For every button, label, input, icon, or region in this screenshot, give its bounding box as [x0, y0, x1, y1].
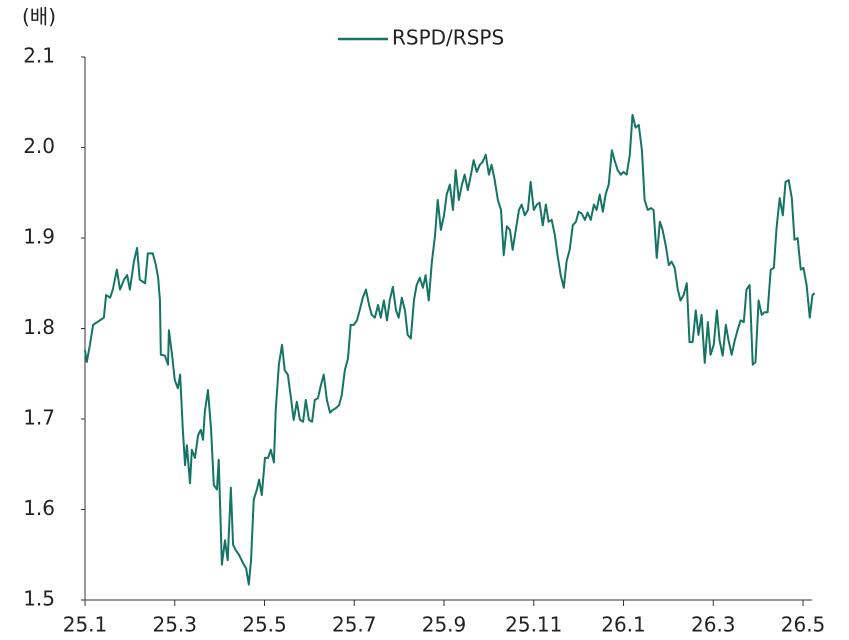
y-tick-label: 1.5: [23, 587, 55, 611]
x-tick-label: 25.1: [63, 613, 108, 637]
x-tick-label: 25.7: [332, 613, 377, 637]
y-tick-label: 2.0: [23, 134, 55, 158]
legend-label: RSPD/RSPS: [392, 26, 504, 50]
y-tick-label: 1.7: [23, 406, 55, 430]
data-line: [84, 113, 816, 586]
y-tick-label: 1.6: [23, 496, 55, 520]
y-tick-label: 2.1: [23, 44, 55, 68]
y-tick-label: 1.9: [23, 225, 55, 249]
x-tick-label: 25.11: [505, 613, 562, 637]
x-tick-label: 26.1: [601, 613, 646, 637]
x-tick-label: 25.3: [152, 613, 197, 637]
x-tick-label: 25.9: [422, 613, 467, 637]
y-axis-label: (배): [22, 5, 56, 29]
x-tick-label: 26.3: [691, 613, 736, 637]
x-tick-label: 26.5: [781, 613, 826, 637]
y-tick-label: 1.8: [23, 315, 55, 339]
x-tick-label: 25.5: [242, 613, 287, 637]
